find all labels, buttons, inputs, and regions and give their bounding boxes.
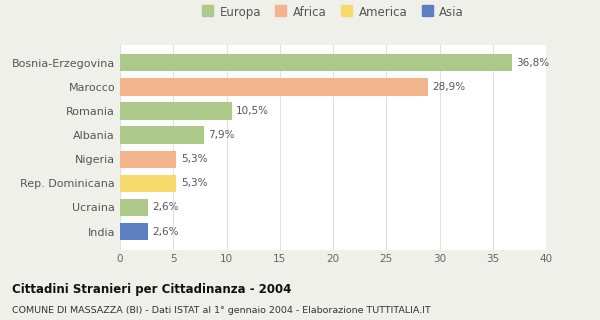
Bar [120, 54, 512, 71]
Bar [120, 126, 204, 144]
Bar [120, 223, 148, 240]
Text: 7,9%: 7,9% [208, 130, 235, 140]
Bar [120, 175, 176, 192]
Text: 5,3%: 5,3% [181, 178, 207, 188]
Text: 5,3%: 5,3% [181, 154, 207, 164]
Text: 2,6%: 2,6% [152, 227, 178, 236]
Bar [120, 78, 428, 96]
Text: COMUNE DI MASSAZZA (BI) - Dati ISTAT al 1° gennaio 2004 - Elaborazione TUTTITALI: COMUNE DI MASSAZZA (BI) - Dati ISTAT al … [12, 306, 431, 315]
Text: 36,8%: 36,8% [516, 58, 550, 68]
Text: 28,9%: 28,9% [432, 82, 465, 92]
Text: 10,5%: 10,5% [236, 106, 269, 116]
Legend: Europa, Africa, America, Asia: Europa, Africa, America, Asia [202, 6, 464, 19]
Text: 2,6%: 2,6% [152, 203, 178, 212]
Bar [120, 102, 232, 120]
Bar [120, 199, 148, 216]
Bar [120, 151, 176, 168]
Text: Cittadini Stranieri per Cittadinanza - 2004: Cittadini Stranieri per Cittadinanza - 2… [12, 283, 292, 296]
